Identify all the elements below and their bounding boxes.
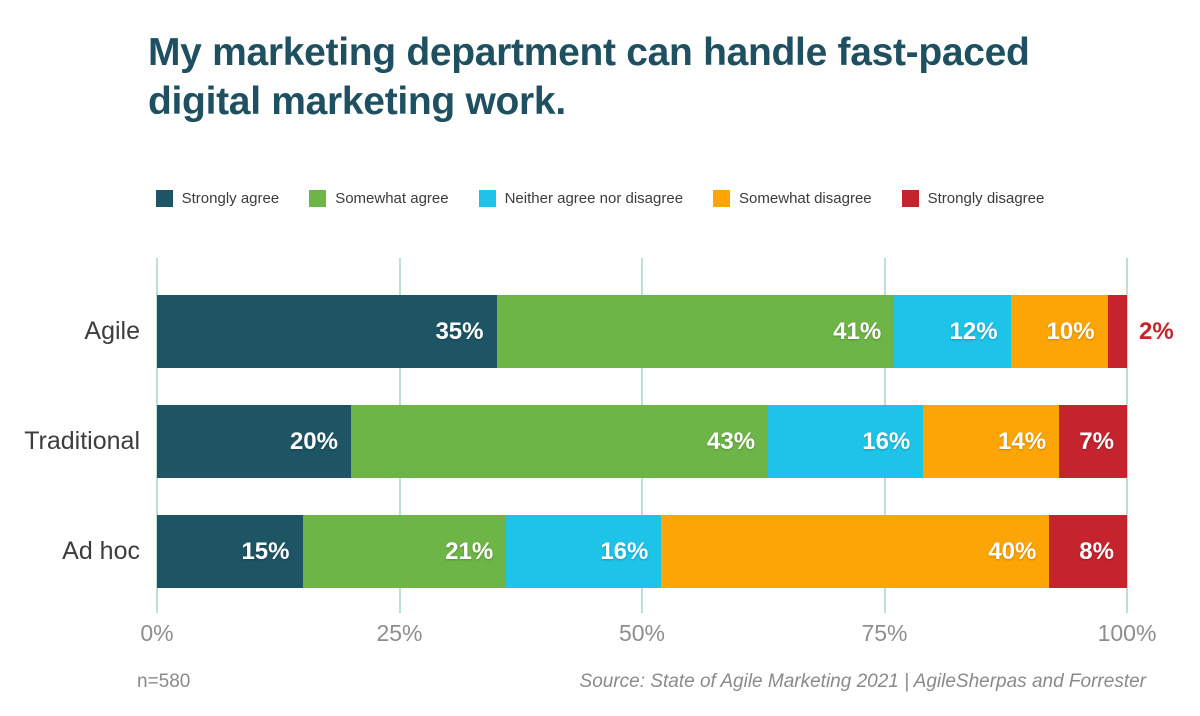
segment-value-label: 41%: [833, 317, 882, 345]
segment-value-label: 12%: [949, 317, 998, 345]
category-label: Ad hoc: [62, 537, 140, 565]
bar-rows: Agile 35% 41% 12% 10% 2% Traditional 20% 43% 16% 1…: [0, 258, 1200, 613]
bar-segment: 7%: [1059, 405, 1127, 478]
stacked-bar: 20% 43% 16% 14% 7%: [157, 405, 1127, 478]
segment-value-label: 14%: [998, 427, 1047, 455]
stacked-bar: 15% 21% 16% 40% 8%: [157, 515, 1127, 588]
bar-row: Agile 35% 41% 12% 10% 2%: [0, 295, 1200, 368]
bar-segment: 41%: [496, 295, 895, 368]
bar-row: Traditional 20% 43% 16% 14% 7%: [0, 405, 1200, 478]
stacked-bar: 35% 41% 12% 10%: [157, 295, 1127, 368]
legend-swatch: [309, 190, 327, 207]
chart-title-line1: My marketing department can handle fast-…: [148, 31, 1030, 74]
bar-segment: 35%: [157, 295, 497, 368]
segment-value-label: 43%: [707, 427, 756, 455]
bar-segment: [1107, 295, 1127, 368]
segment-value-label-outside: 2%: [1139, 317, 1174, 345]
segment-value-label: 7%: [1079, 427, 1114, 455]
legend-label: Somewhat agree: [335, 190, 449, 207]
segment-value-label: 40%: [988, 537, 1037, 565]
bar-segment: 21%: [302, 515, 507, 588]
gridline: [1126, 258, 1128, 613]
legend-item: Strongly agree: [155, 190, 280, 207]
legend-item: Neither agree nor disagree: [478, 190, 684, 207]
chart-title-line2: digital marketing work.: [148, 80, 566, 123]
segment-value-label: 21%: [445, 537, 494, 565]
legend-label: Strongly disagree: [927, 190, 1045, 207]
legend-swatch: [478, 190, 496, 207]
source-note: Source: State of Agile Marketing 2021 | …: [579, 671, 1146, 692]
category-label: Traditional: [24, 427, 140, 455]
segment-value-label: 8%: [1079, 537, 1114, 565]
bar-segment: 10%: [1010, 295, 1108, 368]
bar-segment: 15%: [157, 515, 303, 588]
legend: Strongly agree Somewhat agree Neither agre…: [0, 190, 1200, 207]
bar-segment: 14%: [923, 405, 1060, 478]
category-label: Agile: [84, 317, 140, 345]
legend-label: Somewhat disagree: [739, 190, 872, 207]
bar-segment: 8%: [1049, 515, 1127, 588]
legend-label: Strongly agree: [181, 190, 280, 207]
legend-swatch: [901, 190, 919, 207]
bar-segment: 43%: [351, 405, 769, 478]
segment-value-label: 15%: [241, 537, 290, 565]
chart-title: My marketing department can handle fast-…: [148, 28, 1128, 126]
bar-row: Ad hoc 15% 21% 16% 40% 8%: [0, 515, 1200, 588]
legend-label: Neither agree nor disagree: [504, 190, 684, 207]
x-tick-label: 50%: [618, 620, 666, 646]
segment-value-label: 10%: [1046, 317, 1095, 345]
x-tick-label: 0%: [140, 620, 174, 646]
segment-value-label: 35%: [435, 317, 484, 345]
x-tick-label: 25%: [376, 620, 423, 646]
legend-swatch: [713, 190, 731, 207]
bar-segment: 16%: [506, 515, 662, 588]
x-axis: 0% 25% 50% 75% 100%: [0, 620, 1200, 650]
legend-item: Somewhat agree: [309, 190, 449, 207]
legend-item: Strongly disagree: [901, 190, 1045, 207]
legend-item: Somewhat disagree: [713, 190, 872, 207]
bar-segment: 20%: [157, 405, 351, 478]
x-tick-label: 100%: [1097, 620, 1157, 646]
sample-size-note: n=580: [137, 671, 191, 692]
bar-segment: 12%: [894, 295, 1011, 368]
segment-value-label: 16%: [862, 427, 911, 455]
bar-segment: 16%: [768, 405, 924, 478]
legend-swatch: [155, 190, 173, 207]
plot-area: Agile 35% 41% 12% 10% 2% Traditional 20% 43% 16% 1…: [0, 258, 1200, 613]
bar-segment: 40%: [661, 515, 1050, 588]
x-tick-label: 75%: [861, 620, 908, 646]
segment-value-label: 20%: [289, 427, 338, 455]
segment-value-label: 16%: [600, 537, 649, 565]
